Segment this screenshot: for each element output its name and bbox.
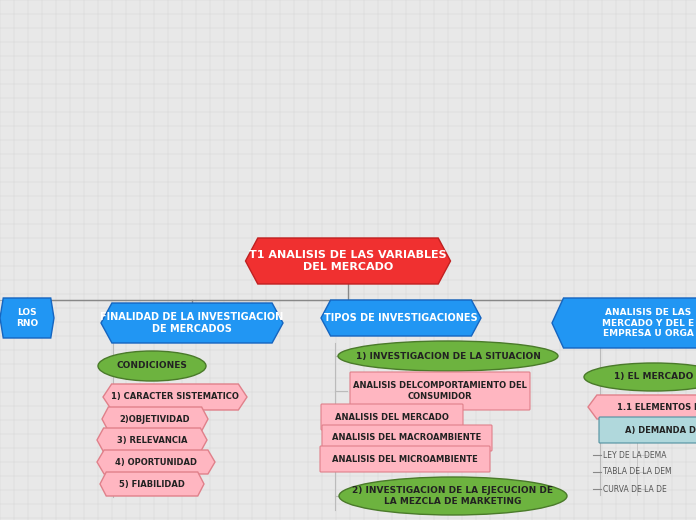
Text: TIPOS DE INVESTIGACIONES: TIPOS DE INVESTIGACIONES [324,313,478,323]
Text: 1) EL MERCADO: 1) EL MERCADO [615,372,694,382]
Polygon shape [97,428,207,452]
Text: TABLA DE LA DEM: TABLA DE LA DEM [603,467,672,476]
FancyBboxPatch shape [350,372,530,410]
FancyBboxPatch shape [322,425,492,451]
FancyBboxPatch shape [320,446,490,472]
Text: LEY DE LA DEMA: LEY DE LA DEMA [603,450,667,460]
Text: 1) INVESTIGACION DE LA SITUACION: 1) INVESTIGACION DE LA SITUACION [356,352,540,360]
Ellipse shape [339,477,567,515]
Text: 3) RELEVANCIA: 3) RELEVANCIA [117,436,187,445]
FancyBboxPatch shape [321,404,463,430]
Text: ANALISIS DEL MERCADO: ANALISIS DEL MERCADO [335,412,449,422]
Text: CONDICIONES: CONDICIONES [116,361,187,370]
Polygon shape [0,298,54,338]
Text: 5) FIABILIDAD: 5) FIABILIDAD [119,479,185,488]
Polygon shape [103,384,247,410]
Text: 2) INVESTIGACION DE LA EJECUCION DE
LA MEZCLA DE MARKETING: 2) INVESTIGACION DE LA EJECUCION DE LA M… [352,486,553,505]
Text: ANALISIS DELCOMPORTAMIENTO DEL
CONSUMIDOR: ANALISIS DELCOMPORTAMIENTO DEL CONSUMIDO… [353,381,527,401]
Polygon shape [102,407,208,431]
Text: 4) OPORTUNIDAD: 4) OPORTUNIDAD [115,458,197,466]
Polygon shape [101,303,283,343]
Polygon shape [100,472,204,496]
Polygon shape [321,300,481,336]
Text: 1.1 ELEMENTOS DE: 1.1 ELEMENTOS DE [617,402,696,411]
Text: ANALISIS DEL MACROAMBIENTE: ANALISIS DEL MACROAMBIENTE [333,434,482,443]
Text: ANALISIS DE LAS
MERCADO Y DEL E
EMPRESA U ORGA: ANALISIS DE LAS MERCADO Y DEL E EMPRESA … [602,308,694,338]
Ellipse shape [584,363,696,391]
Ellipse shape [338,341,558,371]
Text: ANALISIS DEL MICROAMBIENTE: ANALISIS DEL MICROAMBIENTE [332,454,478,463]
Polygon shape [552,298,696,348]
Polygon shape [97,450,215,474]
Text: T1 ANALISIS DE LAS VARIABLES
DEL MERCADO: T1 ANALISIS DE LAS VARIABLES DEL MERCADO [249,250,447,272]
Text: A) DEMANDA DE B: A) DEMANDA DE B [625,425,696,435]
FancyBboxPatch shape [599,417,696,443]
Polygon shape [588,395,696,419]
Polygon shape [246,238,450,284]
Text: 1) CARACTER SISTEMATICO: 1) CARACTER SISTEMATICO [111,393,239,401]
Text: LOS
RNO: LOS RNO [16,308,38,328]
Text: FINALIDAD DE LA INVESTIGACION
DE MERCADOS: FINALIDAD DE LA INVESTIGACION DE MERCADO… [100,312,284,334]
Ellipse shape [98,351,206,381]
Text: CURVA DE LA DE: CURVA DE LA DE [603,485,667,493]
Text: 2)OBJETIVIDAD: 2)OBJETIVIDAD [120,414,190,423]
